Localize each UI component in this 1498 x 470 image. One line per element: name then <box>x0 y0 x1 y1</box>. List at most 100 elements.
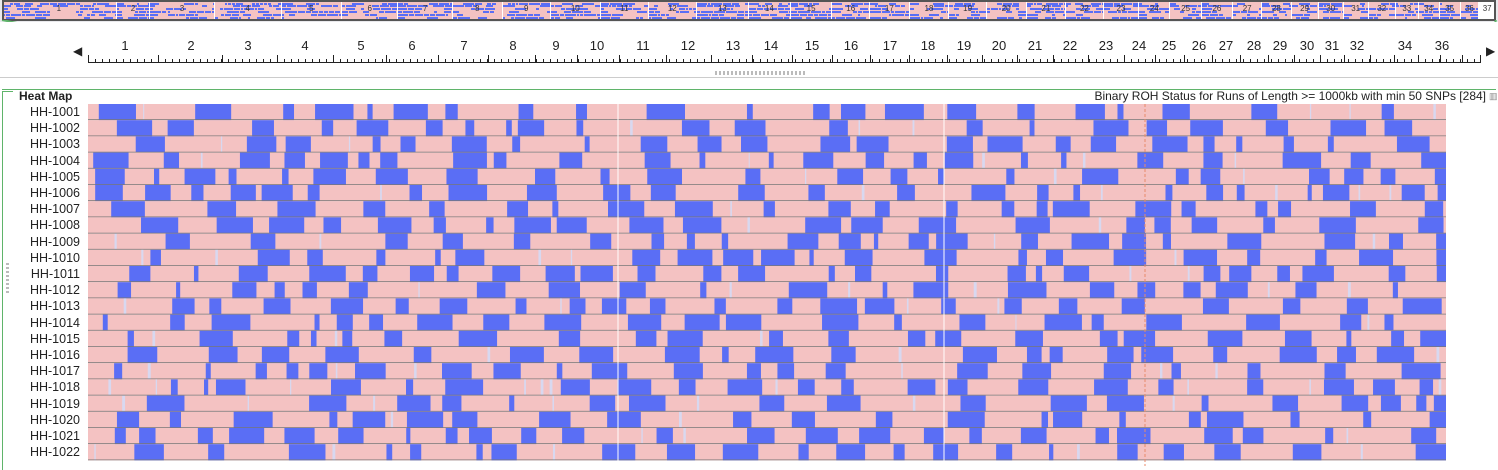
roh-segment[interactable] <box>1117 428 1151 445</box>
roh-segment[interactable] <box>854 266 872 283</box>
roh-segment[interactable] <box>730 201 732 218</box>
roh-segment[interactable] <box>309 363 328 380</box>
roh-segment[interactable] <box>913 152 927 169</box>
roh-segment[interactable] <box>197 428 213 445</box>
roh-segment[interactable] <box>518 104 534 121</box>
roh-segment[interactable] <box>146 395 185 412</box>
roh-segment[interactable] <box>1172 395 1175 412</box>
roh-segment[interactable] <box>380 152 398 169</box>
roh-segment[interactable] <box>199 330 233 347</box>
roh-segment[interactable] <box>307 249 323 266</box>
roh-segment[interactable] <box>372 136 381 153</box>
roh-segment[interactable] <box>755 347 794 364</box>
roh-segment[interactable] <box>727 379 763 396</box>
roh-segment[interactable] <box>1135 201 1172 218</box>
overview-chromosome[interactable]: 33 <box>1395 2 1419 19</box>
roh-segment[interactable] <box>946 136 973 153</box>
roh-segment[interactable] <box>252 120 274 137</box>
roh-segment[interactable] <box>452 411 478 428</box>
roh-segment[interactable] <box>1419 379 1434 396</box>
overview-chromosome[interactable]: 4 <box>214 2 282 19</box>
roh-segment[interactable] <box>746 104 753 121</box>
roh-segment[interactable] <box>1020 428 1047 445</box>
roh-segment[interactable] <box>647 168 683 185</box>
roh-segment[interactable] <box>788 282 828 299</box>
heatmap-row[interactable] <box>88 314 1446 331</box>
roh-segment[interactable] <box>682 217 722 234</box>
roh-segment[interactable] <box>375 168 408 185</box>
roh-segment[interactable] <box>584 136 590 153</box>
roh-segment[interactable] <box>1416 395 1427 412</box>
roh-segment[interactable] <box>1389 233 1403 250</box>
roh-segment[interactable] <box>1017 104 1035 121</box>
roh-segment[interactable] <box>791 411 815 428</box>
roh-segment[interactable] <box>141 217 179 234</box>
roh-segment[interactable] <box>1018 249 1027 266</box>
roh-segment[interactable] <box>362 266 378 283</box>
roh-segment[interactable] <box>635 330 657 347</box>
roh-segment[interactable] <box>1255 201 1268 218</box>
roh-segment[interactable] <box>831 347 856 364</box>
heatmap-row[interactable] <box>88 444 1446 461</box>
roh-segment[interactable] <box>729 282 732 299</box>
roh-segment[interactable] <box>897 185 915 202</box>
roh-segment[interactable] <box>284 428 315 445</box>
roh-segment[interactable] <box>684 314 720 331</box>
roh-segment[interactable] <box>277 201 316 218</box>
roh-segment[interactable] <box>804 168 807 185</box>
resize-grip[interactable] <box>715 71 805 75</box>
roh-segment[interactable] <box>191 185 204 202</box>
roh-segment[interactable] <box>417 314 453 331</box>
panel-menu-icon[interactable]: ▥ <box>1489 91 1498 101</box>
roh-segment[interactable] <box>901 363 903 380</box>
roh-segment[interactable] <box>331 379 361 396</box>
roh-segment[interactable] <box>1434 168 1446 185</box>
roh-segment[interactable] <box>1050 395 1087 412</box>
roh-segment[interactable] <box>545 266 575 283</box>
roh-segment[interactable] <box>803 152 834 169</box>
roh-segment[interactable] <box>377 217 412 234</box>
roh-segment[interactable] <box>167 120 194 137</box>
roh-segment[interactable] <box>257 249 290 266</box>
roh-segment[interactable] <box>1420 330 1446 347</box>
roh-segment[interactable] <box>538 249 542 266</box>
overview-chromosome[interactable]: 18 <box>909 2 950 19</box>
roh-segment[interactable] <box>1279 347 1317 364</box>
overview-chromosome[interactable]: 3 <box>150 2 215 19</box>
roh-segment[interactable] <box>1154 217 1171 234</box>
roh-segment[interactable] <box>1015 217 1050 234</box>
roh-segment[interactable] <box>476 282 506 299</box>
roh-segment[interactable] <box>1044 314 1082 331</box>
roh-segment[interactable] <box>514 217 551 234</box>
roh-segment[interactable] <box>1283 136 1294 153</box>
roh-segment[interactable] <box>918 217 957 234</box>
roh-segment[interactable] <box>98 104 136 121</box>
roh-segment[interactable] <box>570 249 573 266</box>
roh-segment[interactable] <box>1117 104 1124 121</box>
roh-segment[interactable] <box>1341 395 1369 412</box>
roh-segment[interactable] <box>1236 136 1243 153</box>
roh-segment[interactable] <box>285 136 311 153</box>
roh-segment[interactable] <box>1247 363 1261 380</box>
roh-segment[interactable] <box>962 347 997 364</box>
roh-segment[interactable] <box>733 411 752 428</box>
roh-segment[interactable] <box>230 185 256 202</box>
overview-chromosome[interactable]: 2 <box>116 2 151 19</box>
roh-segment[interactable] <box>947 379 968 396</box>
roh-segment[interactable] <box>269 217 305 234</box>
genome-overview[interactable]: 1 2 3 4 5 6 7 8 9 10 11 12 13 14 15 16 17 18 19 20 21 22 23 24 2… <box>0 0 1498 38</box>
roh-segment[interactable] <box>875 411 893 428</box>
roh-segment[interactable] <box>229 428 265 445</box>
roh-segment[interactable] <box>1349 104 1351 121</box>
roh-segment[interactable] <box>1215 363 1218 380</box>
overview-chromosome[interactable]: 32 <box>1368 2 1396 19</box>
roh-segment[interactable] <box>342 330 353 347</box>
overview-chromosome[interactable]: 19 <box>949 2 987 19</box>
roh-segment[interactable] <box>627 314 662 331</box>
heatmap-row[interactable] <box>88 379 1446 396</box>
overview-chromosome[interactable]: 35 <box>1439 2 1461 19</box>
roh-segment[interactable] <box>117 282 132 299</box>
roh-segment[interactable] <box>302 282 317 299</box>
roh-segment[interactable] <box>1327 136 1334 153</box>
roh-segment[interactable] <box>971 185 1006 202</box>
